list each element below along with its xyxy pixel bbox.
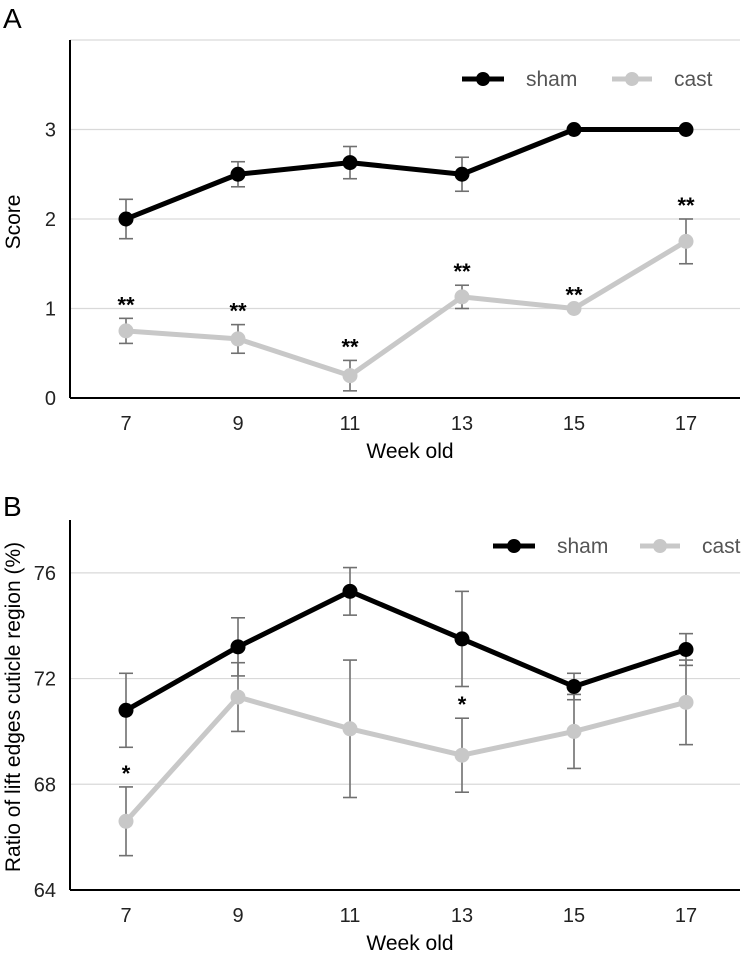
x-tick-label: 15 [563,905,585,927]
series-cast: ** ** ** ** ** ** [117,193,695,392]
data-point-cast [342,368,358,384]
panel-a-label: A [3,3,22,34]
data-point-cast [678,694,694,710]
series-sham [118,122,694,240]
data-point-sham [566,679,582,694]
legend-marker [507,539,521,553]
data-point-sham [566,122,582,137]
data-point-cast [118,813,134,829]
legend-item-cast: cast [640,535,741,558]
panel-a: A 0 1 2 3 7 9 11 13 15 17 ** ** ** ** ** ** Week old S… [2,3,740,463]
y-tick-label: 72 [34,669,56,691]
data-point-sham [230,166,246,182]
data-point-cast [566,723,582,739]
data-point-sham [454,631,470,647]
x-tick-label: 7 [120,905,131,927]
x-tick-label: 15 [563,413,585,435]
significance-label: ** [229,299,247,324]
x-tick-label: 17 [675,413,697,435]
significance-label: ** [453,259,471,284]
legend-item-sham: sham [462,68,577,91]
significance-label: ** [117,292,135,317]
panel-a-y-axis-title: Score [2,195,25,250]
panel-b-series: ** [118,566,694,857]
x-tick-label: 17 [675,905,697,927]
panel-b-grid [70,572,740,785]
significance-label: ** [677,193,695,218]
y-tick-label: 3 [45,120,56,142]
data-point-sham [342,155,358,171]
x-tick-label: 9 [232,905,243,927]
legend-label: sham [526,68,577,91]
data-point-sham [678,122,694,137]
y-tick-label: 0 [45,388,56,410]
y-tick-label: 1 [45,299,56,321]
x-tick-label: 7 [120,413,131,435]
legend-marker [625,72,639,86]
x-tick-label: 13 [451,413,473,435]
data-point-cast [566,301,582,316]
x-tick-label: 9 [232,413,243,435]
significance-label: ** [341,334,359,359]
data-point-cast [454,747,470,763]
legend-item-sham: sham [493,535,608,558]
series-line-cast [124,694,687,823]
series-line-sham [124,588,687,713]
panel-b-x-axis-title: Week old [366,932,453,955]
data-point-cast [678,233,694,249]
series-line-cast [125,239,688,379]
series-line-sham [125,127,686,222]
data-point-sham [678,642,694,657]
data-point-sham [454,166,470,182]
series-cast: ** [118,659,694,857]
y-tick-label: 68 [34,774,56,796]
panel-b-legend: sham cast [493,535,741,558]
legend-item-cast: cast [612,68,713,91]
panel-a-x-axis-title: Week old [366,440,453,463]
panel-a-legend: sham cast [462,68,713,91]
panel-a-grid [70,39,740,310]
significance-label: * [458,692,467,717]
x-tick-label: 13 [451,905,473,927]
series-sham [118,566,694,749]
data-point-sham [118,702,134,718]
data-point-cast [230,331,246,347]
data-point-sham [118,211,134,227]
y-tick-label: 64 [34,880,56,902]
panel-b-y-axis-title: Ratio of lift edges cuticle region (%) [2,542,25,872]
data-point-sham [342,583,358,599]
significance-label: * [122,761,131,786]
legend-marker [653,539,667,553]
data-point-cast [454,289,470,305]
x-tick-label: 11 [340,413,361,435]
legend-marker [476,72,490,86]
legend-label: sham [557,535,608,558]
panel-a-ticks: 0 1 2 3 7 9 11 13 15 17 [45,120,697,436]
y-tick-label: 76 [34,563,56,585]
data-point-cast [230,689,246,705]
data-point-cast [118,323,134,339]
x-tick-label: 11 [340,905,361,927]
data-point-cast [342,721,358,737]
y-tick-label: 2 [45,209,56,231]
data-point-sham [230,639,246,655]
panel-b-ticks: 64 68 72 76 7 9 11 13 15 17 [34,563,697,927]
panel-a-series: ** ** ** ** ** ** [117,122,695,392]
legend-label: cast [674,68,713,91]
significance-label: ** [565,283,583,308]
panel-b-label: B [3,491,22,522]
legend-label: cast [702,535,741,558]
